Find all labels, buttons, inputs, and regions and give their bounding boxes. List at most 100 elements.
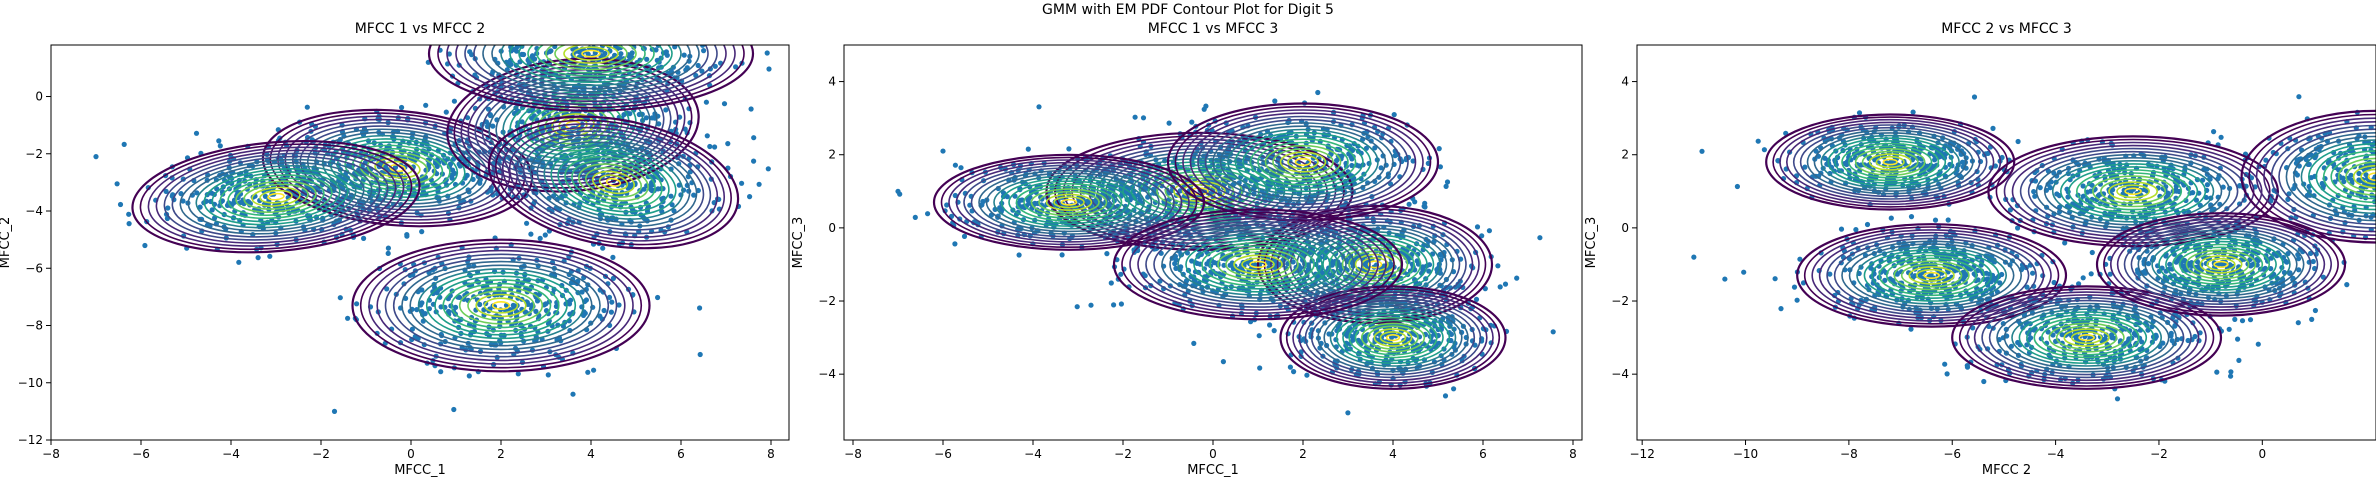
data-point: [648, 186, 654, 192]
data-point: [197, 204, 203, 210]
data-point: [2062, 240, 2068, 246]
x-tick-label: 6: [677, 447, 685, 461]
contour-line: [1249, 138, 1357, 186]
contour-line: [450, 282, 552, 329]
contour-line: [1279, 285, 1507, 390]
contour-line: [1310, 299, 1476, 376]
data-point: [1392, 153, 1398, 159]
contour-line: [442, 279, 560, 332]
data-point: [1473, 296, 1480, 302]
data-point: [487, 112, 493, 119]
contour-line: [1348, 316, 1438, 359]
data-point: [712, 63, 718, 69]
contour-line: [464, 45, 718, 99]
axes-frame: [50, 44, 790, 441]
data-point: [193, 130, 200, 136]
data-point: [1372, 145, 1378, 151]
contour-line: [563, 45, 619, 64]
data-point: [1020, 204, 1026, 210]
data-point: [1497, 284, 1503, 290]
contour-line: [1227, 128, 1379, 196]
data-point: [453, 304, 459, 310]
data-point: [217, 143, 223, 149]
contour-line: [455, 45, 727, 103]
data-point: [712, 144, 718, 150]
data-point: [663, 107, 669, 113]
data-point: [524, 220, 530, 226]
data-point: [2084, 189, 2090, 195]
contour-line: [446, 45, 736, 106]
data-point: [401, 281, 407, 287]
data-point: [1088, 302, 1094, 308]
data-point: [1132, 114, 1138, 120]
data-point: [1474, 224, 1481, 230]
data-point: [1436, 146, 1442, 152]
contour-line: [1323, 305, 1463, 370]
data-point: [1271, 328, 1277, 334]
contour-line: [932, 153, 1206, 251]
contour-line: [491, 300, 511, 310]
contour-line: [458, 286, 544, 325]
data-point: [2228, 369, 2234, 375]
data-point: [1256, 333, 1262, 339]
data-point: [1348, 154, 1354, 160]
data-point: [165, 205, 171, 211]
data-point: [1778, 306, 1784, 312]
contour-line: [1189, 112, 1417, 212]
data-point: [895, 188, 901, 194]
contour-line: [1129, 214, 1387, 314]
data-point: [419, 229, 425, 235]
data-point: [1111, 302, 1117, 308]
data-point: [1140, 115, 1147, 121]
x-axis-label: MFCC_1: [394, 463, 446, 478]
data-point: [1291, 369, 1297, 375]
contour-line: [155, 149, 397, 244]
data-point: [515, 371, 521, 377]
data-point: [643, 115, 650, 121]
contour-line: [1315, 234, 1435, 295]
contour-line: [591, 170, 636, 195]
data-point: [1025, 196, 1032, 202]
data-point: [608, 309, 615, 315]
contour-line: [409, 264, 593, 347]
data-point: [1257, 365, 1263, 371]
data-point: [606, 294, 613, 300]
data-point: [384, 286, 390, 292]
data-point: [1290, 259, 1296, 265]
data-point: [733, 64, 739, 70]
contour-line: [1038, 190, 1100, 214]
contour-line: [171, 155, 381, 238]
data-point: [1272, 98, 1278, 104]
data-point: [126, 211, 132, 217]
data-point: [2344, 282, 2350, 288]
data-point: [552, 45, 558, 50]
data-point: [180, 198, 186, 204]
data-point: [451, 170, 458, 176]
contour-line: [598, 174, 629, 191]
data-point: [739, 180, 745, 186]
contour-line: [1015, 183, 1123, 222]
data-point: [467, 49, 473, 55]
data-point: [2160, 340, 2166, 346]
contour-line: [259, 189, 293, 204]
y-axis-label: MFCC_3: [791, 217, 806, 269]
data-point: [609, 299, 615, 305]
contour-line: [195, 165, 357, 229]
data-point: [345, 315, 351, 321]
contour-line: [1385, 334, 1401, 342]
data-point: [1036, 104, 1042, 110]
contour-line: [425, 271, 577, 340]
data-point: [766, 66, 772, 72]
data-point: [114, 181, 120, 187]
contour-line: [359, 151, 436, 186]
data-point: [1220, 359, 1226, 365]
y-tick-label: −4: [25, 204, 43, 218]
data-point: [691, 192, 697, 198]
contour-line: [578, 163, 649, 202]
data-point: [961, 233, 968, 239]
contour-line: [219, 174, 333, 220]
data-point: [490, 123, 496, 129]
data-point: [1118, 301, 1124, 307]
data-point: [997, 205, 1003, 211]
data-point: [262, 193, 268, 199]
